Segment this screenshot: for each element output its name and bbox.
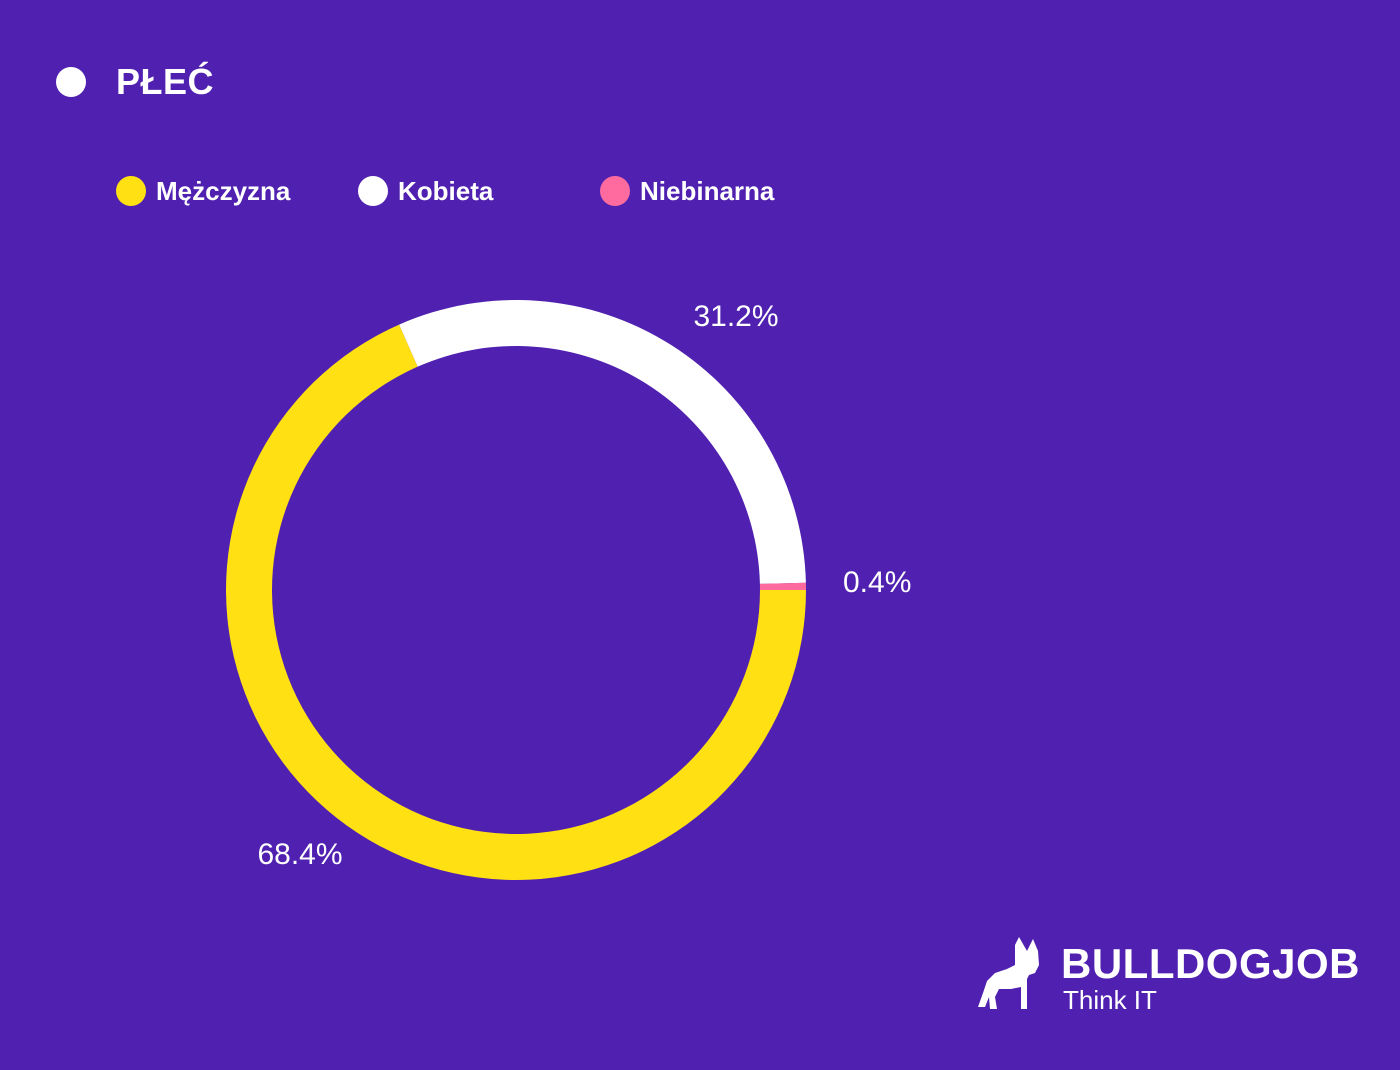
brand-name: BULLDOGJOB <box>1061 940 1360 987</box>
slice-label-mezczyzna: 68.4% <box>257 838 342 871</box>
legend-label-mezczyzna: Mężczyzna <box>156 175 291 206</box>
bulldog-logo-icon <box>978 937 1039 1009</box>
legend-item-kobieta: Kobieta <box>358 174 493 208</box>
legend-label-kobieta: Kobieta <box>398 175 494 206</box>
slice-kobieta <box>399 300 806 584</box>
legend-label-niebinarna: Niebinarna <box>640 175 775 206</box>
chart-title: PŁEĆ <box>116 61 215 102</box>
legend-item-mezczyzna: Mężczyzna <box>116 174 290 208</box>
donut-chart: 68.4% 31.2% 0.4% <box>225 300 911 880</box>
slice-niebinarna <box>759 582 806 590</box>
legend-swatch-niebinarna <box>600 176 630 206</box>
legend-swatch-mezczyzna <box>116 176 146 206</box>
slice-label-kobieta: 31.2% <box>693 300 778 333</box>
legend-item-niebinarna: Niebinarna <box>600 174 774 208</box>
slice-label-niebinarna: 0.4% <box>843 566 911 599</box>
brand-logo: BULLDOGJOB Think IT <box>975 935 1375 1015</box>
legend-swatch-kobieta <box>358 176 388 206</box>
title-bullet-icon <box>56 67 86 97</box>
brand-tagline: Think IT <box>1063 985 1157 1015</box>
